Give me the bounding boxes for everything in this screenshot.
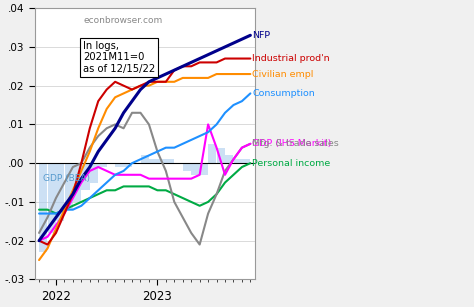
Bar bbox=[39, 163, 47, 252]
Text: Consumption: Consumption bbox=[252, 89, 315, 98]
Bar bbox=[98, 163, 107, 167]
Bar bbox=[90, 163, 98, 183]
Text: Personal income: Personal income bbox=[252, 159, 330, 168]
Bar bbox=[115, 163, 124, 167]
Bar bbox=[64, 163, 73, 210]
Bar bbox=[217, 148, 225, 163]
Text: Mfg. & trade sales: Mfg. & trade sales bbox=[252, 139, 339, 148]
Bar bbox=[183, 163, 191, 171]
Bar bbox=[234, 159, 242, 163]
Bar bbox=[47, 163, 56, 233]
Bar bbox=[208, 144, 217, 163]
Bar bbox=[225, 155, 233, 163]
Text: Industrial prod'n: Industrial prod'n bbox=[252, 54, 330, 63]
Bar bbox=[141, 155, 149, 163]
Text: In logs,
2021M11=0
as of 12/15/22: In logs, 2021M11=0 as of 12/15/22 bbox=[83, 41, 155, 74]
Bar bbox=[56, 163, 64, 221]
Bar bbox=[242, 159, 250, 163]
Text: GDP (BEA): GDP (BEA) bbox=[43, 174, 90, 183]
Bar bbox=[166, 159, 174, 163]
Bar bbox=[191, 163, 200, 175]
Text: econbrowser.com: econbrowser.com bbox=[83, 16, 163, 25]
Bar bbox=[149, 159, 157, 163]
Bar bbox=[200, 163, 208, 175]
Text: Civilian empl: Civilian empl bbox=[252, 70, 313, 79]
Text: NFP: NFP bbox=[252, 31, 270, 40]
Text: GDP (IHS Markit): GDP (IHS Markit) bbox=[252, 139, 331, 148]
Bar bbox=[124, 163, 132, 167]
Bar bbox=[73, 163, 81, 202]
Bar bbox=[157, 159, 166, 163]
Bar bbox=[82, 163, 90, 190]
